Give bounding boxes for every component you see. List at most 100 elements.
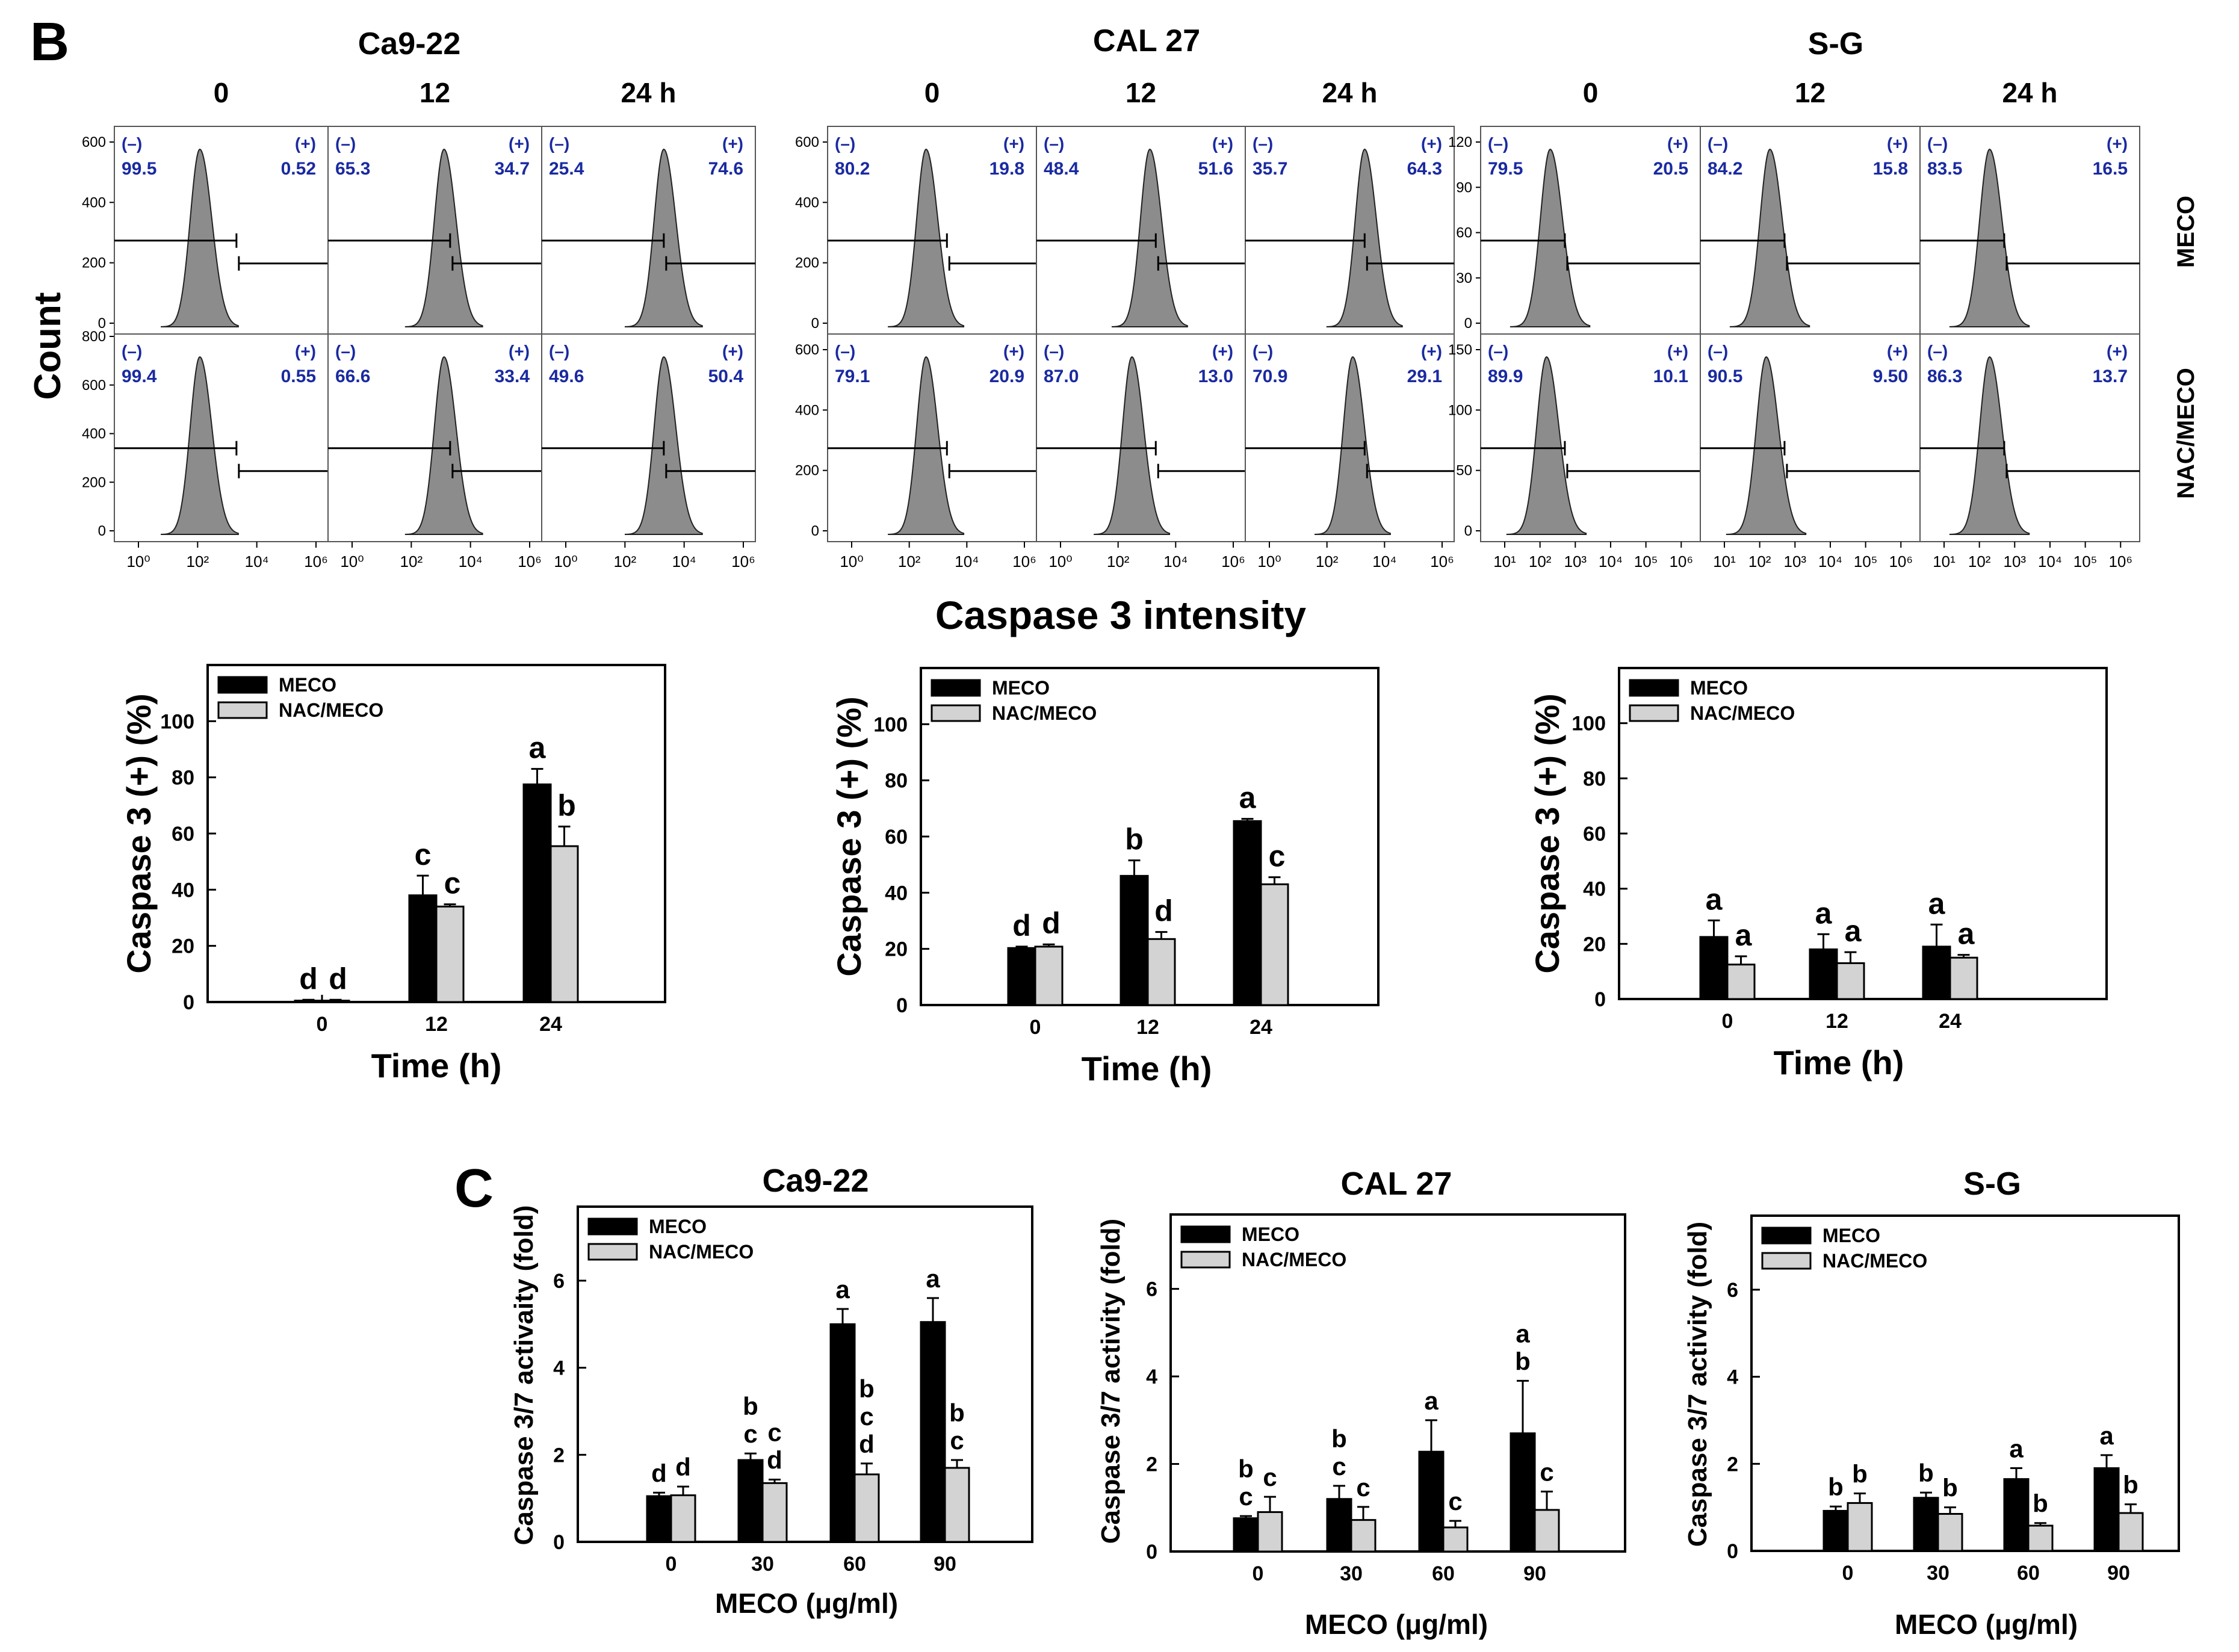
- flow-y-tick-label: 0: [98, 523, 106, 539]
- significance-letter: c: [1332, 1452, 1346, 1480]
- significance-letter: b: [743, 1392, 758, 1420]
- bar: [829, 1323, 856, 1543]
- count-axis-label: Count: [27, 292, 69, 400]
- flow-y-tick-label: 400: [82, 426, 106, 442]
- bar: [1836, 962, 1865, 1000]
- bar-y-tick-label: 4: [553, 1357, 565, 1380]
- panel-c-letter: C: [454, 1159, 494, 1219]
- bar-y-tick-label: 0: [553, 1531, 565, 1554]
- legend-label: MECO: [1822, 1225, 1880, 1246]
- flow-pos-percent: 0.55: [281, 367, 316, 386]
- bar-y-tick-label: 80: [172, 767, 194, 790]
- flow-histogram-peak: [888, 148, 965, 327]
- flow-neg-label: (–): [1253, 342, 1273, 360]
- significance-letter: a: [1815, 896, 1833, 930]
- bar: [1260, 883, 1289, 1006]
- bar-x-tick-label: 0: [1842, 1562, 1854, 1585]
- flow-time-label: 0: [924, 77, 940, 108]
- flow-x-tick-label: 10²: [614, 552, 637, 571]
- significance-letter: b: [1918, 1459, 1934, 1487]
- flow-neg-percent: 48.4: [1044, 159, 1079, 179]
- flow-neg-percent: 80.2: [835, 159, 870, 179]
- legend-swatch: [217, 701, 268, 719]
- flow-y-tick-label: 600: [82, 134, 106, 150]
- bar: [1147, 938, 1176, 1006]
- flow-pos-label: (+): [509, 342, 530, 360]
- flow-neg-percent: 70.9: [1253, 367, 1287, 386]
- flow-pos-percent: 15.8: [1873, 159, 1908, 179]
- flow-histogram-peak: [1506, 356, 1587, 535]
- flow-neg-percent: 86.3: [1927, 367, 1962, 386]
- flow-pos-percent: 64.3: [1407, 159, 1442, 179]
- flow-x-tick-label: 10²: [187, 552, 209, 571]
- flow-neg-label: (–): [335, 134, 356, 153]
- flow-y-tick-label: 0: [1464, 315, 1472, 332]
- bar: [1822, 1509, 1849, 1552]
- flow-x-tick-label: 10²: [1107, 552, 1130, 571]
- flow-neg-label: (–): [1488, 134, 1508, 153]
- bar-chart-2: 0 20 40 60 80 100 Caspase 3 (+) (%) Time (h) MEC…: [1528, 667, 2108, 1081]
- bar-x-tick-label: 60: [843, 1553, 866, 1576]
- flow-y-tick-label: 0: [811, 315, 819, 332]
- flow-pos-percent: 10.1: [1653, 367, 1688, 386]
- flow-x-tick-label: 10²: [1529, 552, 1552, 571]
- bar: [1534, 1509, 1560, 1553]
- flow-cell-line-title: Ca9-22: [358, 26, 461, 61]
- flow-x-tick-label: 10⁶: [1430, 552, 1454, 571]
- flow-neg-label: (–): [1927, 134, 1948, 153]
- significance-letter: c: [767, 1418, 781, 1447]
- flow-x-tick-label: 10²: [1748, 552, 1771, 571]
- flow-x-tick-label: 10⁶: [518, 552, 542, 571]
- flow-pos-label: (+): [1421, 134, 1442, 153]
- flow-x-tick-label: 10⁴: [245, 552, 269, 571]
- flow-x-tick-label: 10²: [400, 552, 423, 571]
- flow-group-2: S-G 0 12 24 h 0 30 60 90 120 (–) (+) 79.5 20.5 (–) (+)…: [1448, 26, 2140, 571]
- flow-neg-percent: 66.6: [335, 367, 370, 386]
- significance-letter: a: [2009, 1435, 2024, 1463]
- flow-y-tick-label: 30: [1456, 270, 1472, 286]
- flow-pos-percent: 13.0: [1198, 367, 1233, 386]
- legend-label: NAC/MECO: [1690, 702, 1795, 724]
- bar-y-axis-label: Caspase 3/7 activity (fold): [1683, 1222, 1712, 1547]
- flow-histogram-peak: [1949, 356, 2030, 535]
- flow-pos-label: (+): [1212, 134, 1233, 153]
- bar-chart-frame: [1169, 1213, 1626, 1553]
- flow-x-tick-label: 10⁶: [1012, 552, 1036, 571]
- flow-x-tick-label: 10⁰: [1048, 552, 1072, 571]
- flow-time-label: 0: [214, 77, 229, 108]
- bar-chart-frame: [577, 1205, 1033, 1543]
- significance-letter: a: [1845, 914, 1862, 948]
- significance-letter: b: [1515, 1347, 1531, 1375]
- flow-pos-label: (+): [1421, 342, 1442, 360]
- flow-y-tick-label: 100: [1448, 402, 1472, 418]
- flow-pos-label: (+): [2107, 342, 2128, 360]
- significance-letter: b: [1238, 1455, 1254, 1483]
- legend-label: NAC/MECO: [279, 699, 383, 721]
- legend-swatch: [1180, 1225, 1231, 1243]
- bar: [294, 1000, 323, 1003]
- bar-chart-4: CAL 27 0 2 4 6 Caspase 3/7 activity (fold) MEC…: [1096, 1166, 1626, 1640]
- flow-pos-label: (+): [1887, 134, 1908, 153]
- legend-label: NAC/MECO: [649, 1241, 754, 1263]
- flow-histogram-peak: [161, 148, 239, 327]
- flow-pos-percent: 0.52: [281, 159, 316, 179]
- significance-letter: a: [1516, 1319, 1530, 1347]
- flow-pos-percent: 19.8: [989, 159, 1024, 179]
- significance-letter: a: [1424, 1387, 1438, 1415]
- flow-neg-percent: 90.5: [1708, 367, 1742, 386]
- legend-label: NAC/MECO: [992, 702, 1097, 724]
- flow-pos-percent: 51.6: [1198, 159, 1233, 179]
- flow-neg-label: (–): [122, 134, 142, 153]
- legend-swatch: [1761, 1227, 1812, 1245]
- bar-y-tick-label: 60: [885, 826, 908, 849]
- bar: [321, 1000, 350, 1003]
- significance-letter: b: [1331, 1425, 1347, 1453]
- flow-x-tick-label: 10⁴: [459, 552, 483, 571]
- flow-x-tick-label: 10⁰: [126, 552, 150, 571]
- bar-y-axis-label: Caspase 3 (+) (%): [120, 693, 158, 973]
- flow-histogram-peak: [1111, 148, 1188, 327]
- flow-group-0: Ca9-22 0 12 24 h 0 200 400 600 (–) (+) 99.5 0.52 (–)…: [82, 26, 756, 571]
- flow-pos-label: (+): [1667, 134, 1688, 153]
